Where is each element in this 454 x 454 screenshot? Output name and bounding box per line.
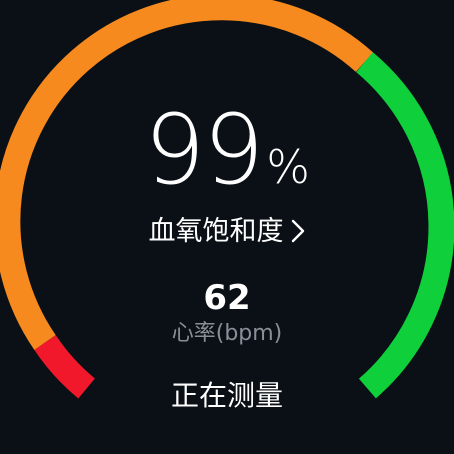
- measurement-status: 正在测量: [170, 379, 283, 412]
- spo2-unit: %: [266, 140, 310, 194]
- spo2-value: 99: [144, 94, 264, 206]
- gauge-segment-low: [34, 335, 96, 399]
- gauge-segment-high: [356, 52, 454, 399]
- heart-rate-value: 62: [203, 278, 251, 318]
- spo2-value-display: 99%: [0, 100, 454, 200]
- gauge-segment-mid: [0, 0, 374, 350]
- heart-rate-label: 心率(bpm): [171, 321, 283, 346]
- spo2-metric-link[interactable]: 血氧饱和度: [0, 212, 454, 252]
- chevron-right-icon: [291, 219, 304, 242]
- spo2-label: 血氧饱和度: [148, 216, 284, 247]
